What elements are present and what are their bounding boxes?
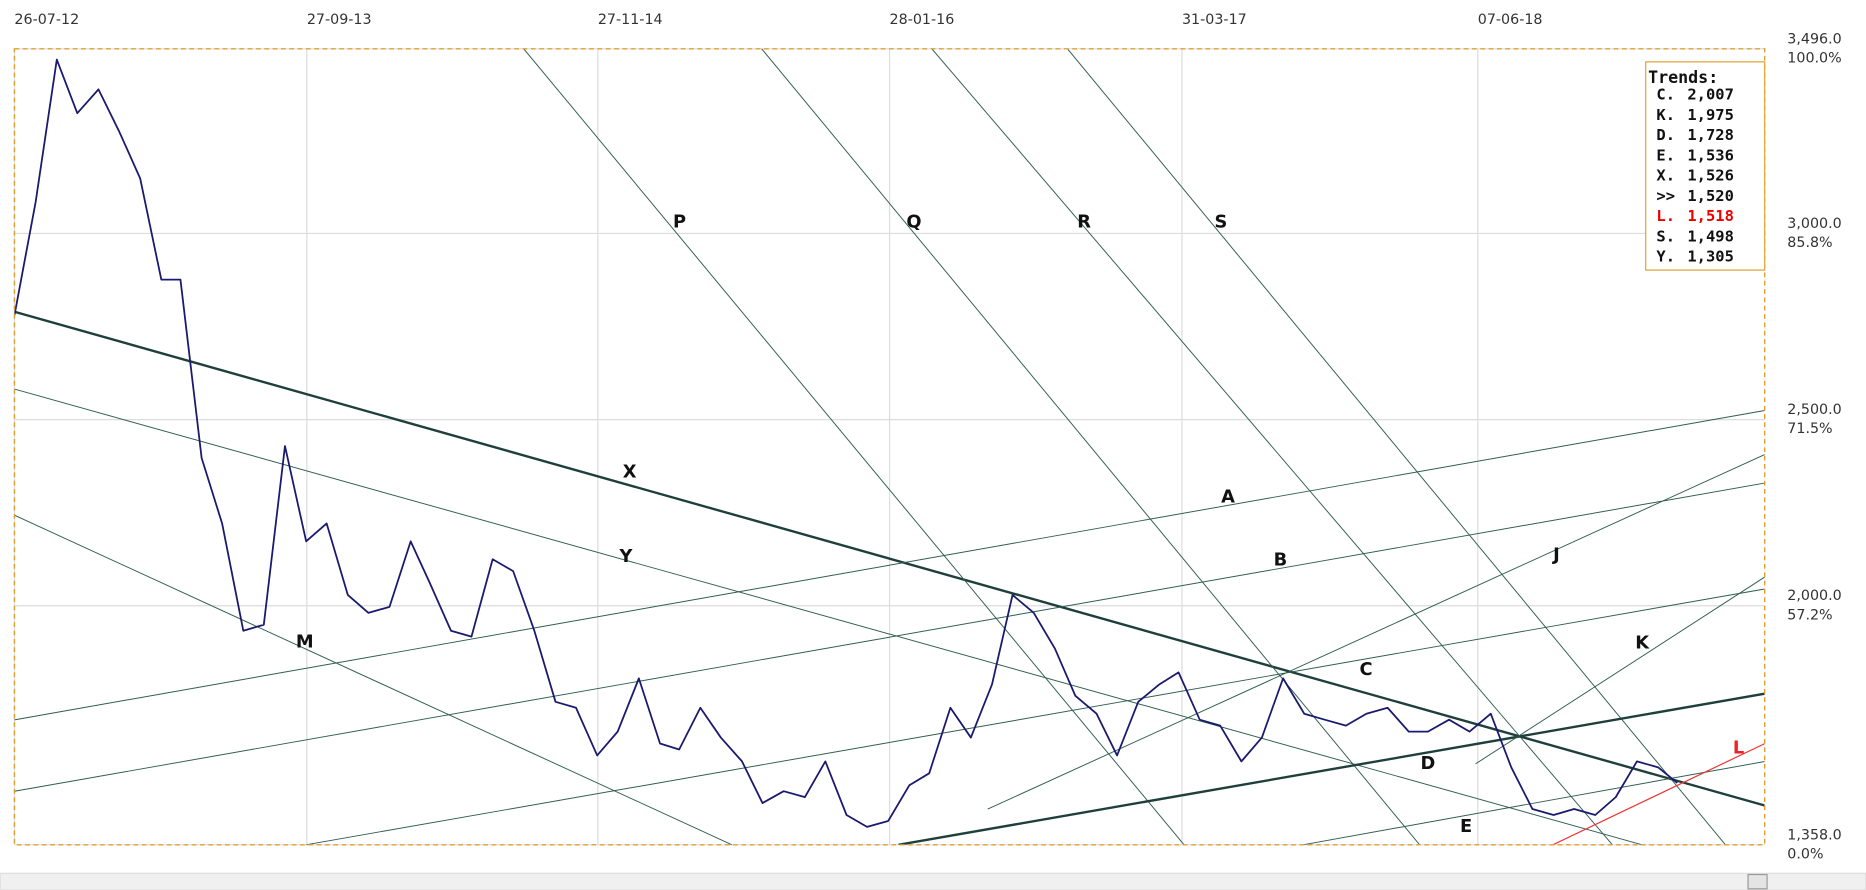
y-tick-label: 2,000.0	[1787, 588, 1841, 604]
trend-name: S.	[1656, 227, 1675, 245]
y2-tick-label: 57.2%	[1787, 607, 1832, 623]
x-tick-label: 26-07-12	[14, 12, 79, 28]
trend-line	[898, 692, 1765, 845]
annotation: L	[1733, 737, 1744, 758]
y2-tick-label: 100.0%	[1787, 50, 1841, 66]
annotations: P Q R S X Y M A B C D E J K L	[296, 212, 1744, 837]
price-line	[14, 58, 1678, 828]
trends-box: Trends: C. 2,007 K. 1,975 D. 1,728 E. 1,536 X. 1,…	[1645, 61, 1766, 271]
y2-tick-label: 71.5%	[1787, 421, 1832, 437]
trend-value: 1,520	[1687, 187, 1734, 205]
trend-line	[1302, 761, 1765, 845]
trend-name: E.	[1656, 146, 1675, 164]
trend-line	[14, 310, 1765, 807]
trend-name: D.	[1656, 126, 1675, 144]
trend-line	[987, 454, 1765, 810]
trend-value: 1,728	[1687, 126, 1734, 144]
y-tick-label: 3,496.0	[1787, 31, 1841, 47]
scrollbar[interactable]	[0, 872, 1866, 890]
y-tick-label: 1,358.0	[1787, 827, 1841, 843]
y2-tick-label: 0.0%	[1787, 846, 1823, 862]
trend-value: 1,305	[1687, 248, 1734, 266]
trend-lines	[14, 48, 1765, 845]
annotation: X	[623, 461, 637, 482]
annotation: Y	[619, 546, 634, 567]
grid	[13, 48, 1765, 846]
trends-title: Trends:	[1648, 68, 1718, 87]
x-tick-label: 07-06-18	[1478, 12, 1543, 28]
trends-box-frame	[1645, 61, 1766, 271]
annotation: K	[1635, 633, 1650, 654]
x-tick-label: 31-03-17	[1182, 12, 1247, 28]
price-layer	[14, 58, 1678, 828]
trend-line	[761, 48, 1421, 845]
y2-tick-label: 85.8%	[1787, 235, 1832, 251]
y-tick-label: 3,000.0	[1787, 216, 1841, 232]
annotation: D	[1421, 753, 1436, 774]
scrollbar-thumb[interactable]	[1747, 873, 1768, 890]
x-tick-label: 28-01-16	[890, 12, 955, 28]
annotation: B	[1274, 549, 1288, 570]
annotation: Q	[906, 212, 921, 233]
trend-line	[931, 48, 1613, 845]
trend-line	[14, 482, 1765, 792]
annotation: E	[1460, 816, 1472, 837]
annotation: R	[1077, 212, 1091, 233]
trend-line	[1067, 48, 1726, 845]
trend-value: 2,007	[1687, 86, 1734, 104]
annotation: J	[1552, 545, 1560, 566]
trend-line	[1552, 743, 1765, 845]
y-tick-label: 2,500.0	[1787, 402, 1841, 418]
trend-line	[1475, 576, 1765, 765]
trend-name: Y.	[1656, 248, 1675, 266]
trend-line	[14, 410, 1765, 721]
trend-value: 1,975	[1687, 106, 1734, 124]
annotation: C	[1360, 659, 1373, 680]
trend-line	[14, 514, 733, 845]
trend-line	[523, 48, 1185, 845]
trend-name: >>	[1656, 187, 1675, 205]
trend-value: 1,518	[1687, 207, 1734, 225]
x-tick-label: 27-09-13	[307, 12, 372, 28]
trend-name: L.	[1656, 207, 1675, 225]
trend-line	[14, 388, 1643, 845]
x-tick-label: 27-11-14	[598, 12, 663, 28]
trend-line	[305, 588, 1765, 845]
trend-name: X.	[1656, 167, 1675, 185]
trend-value: 1,498	[1687, 227, 1734, 245]
trend-name: K.	[1656, 106, 1675, 124]
plot-border	[13, 48, 1766, 846]
trend-name: C.	[1656, 86, 1675, 104]
annotation: A	[1221, 486, 1235, 507]
annotation: S	[1215, 212, 1228, 233]
annotation: M	[296, 632, 314, 653]
annotation: P	[673, 212, 686, 233]
trend-value: 1,526	[1687, 167, 1734, 185]
trend-value: 1,536	[1687, 146, 1734, 164]
